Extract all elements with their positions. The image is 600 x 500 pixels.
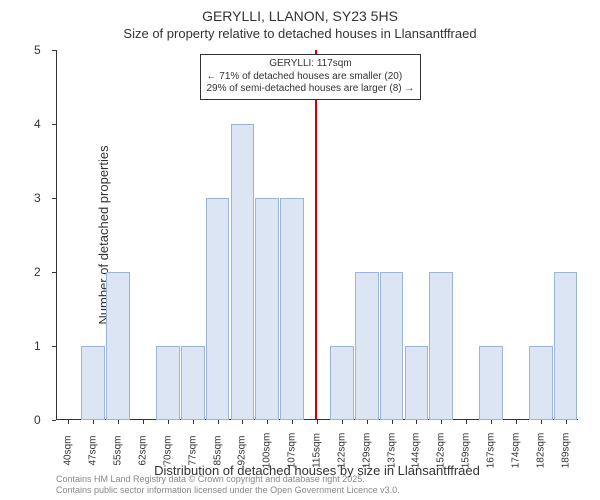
x-tick-label: 70sqm xyxy=(162,435,173,465)
x-tick-mark xyxy=(516,420,517,424)
marker-line xyxy=(315,50,317,420)
x-tick-label: 47sqm xyxy=(88,435,99,465)
x-tick-label: 100sqm xyxy=(262,433,273,469)
x-tick-label: 62sqm xyxy=(138,435,149,465)
annotation-line: ← 71% of detached houses are smaller (20… xyxy=(207,71,415,84)
x-tick-mark xyxy=(267,420,268,424)
x-tick-label: 137sqm xyxy=(386,433,397,469)
bar xyxy=(280,198,304,420)
footer-line-2: Contains public sector information licen… xyxy=(56,485,400,496)
x-tick-mark xyxy=(441,420,442,424)
y-tick-mark xyxy=(52,272,56,273)
annotation-line: GERYLLI: 117sqm xyxy=(207,58,415,71)
x-tick-label: 122sqm xyxy=(336,433,347,469)
x-tick-mark xyxy=(566,420,567,424)
x-tick-label: 159sqm xyxy=(461,433,472,469)
x-tick-mark xyxy=(242,420,243,424)
x-tick-mark xyxy=(143,420,144,424)
bar xyxy=(106,272,130,420)
bar xyxy=(206,198,230,420)
x-tick-mark xyxy=(218,420,219,424)
x-tick-label: 85sqm xyxy=(212,435,223,465)
chart-title-sub: Size of property relative to detached ho… xyxy=(0,26,600,41)
bar xyxy=(330,346,354,420)
x-tick-mark xyxy=(292,420,293,424)
bar xyxy=(156,346,180,420)
bar xyxy=(355,272,379,420)
x-tick-label: 182sqm xyxy=(535,433,546,469)
x-tick-label: 115sqm xyxy=(312,433,323,468)
y-tick-mark xyxy=(52,420,56,421)
chart-title-block: GERYLLI, LLANON, SY23 5HS Size of proper… xyxy=(0,0,600,41)
bar xyxy=(479,346,503,420)
bar xyxy=(554,272,578,420)
y-tick-mark xyxy=(52,346,56,347)
bar xyxy=(181,346,205,420)
x-tick-label: 40sqm xyxy=(63,435,74,465)
x-tick-mark xyxy=(193,420,194,424)
x-tick-mark xyxy=(541,420,542,424)
y-tick-label: 4 xyxy=(34,117,41,131)
y-tick-label: 3 xyxy=(34,191,41,205)
x-tick-mark xyxy=(367,420,368,424)
bar xyxy=(380,272,404,420)
footer-attribution: Contains HM Land Registry data © Crown c… xyxy=(56,474,400,497)
y-tick-mark xyxy=(52,50,56,51)
x-tick-mark xyxy=(118,420,119,424)
y-tick-label: 1 xyxy=(34,339,41,353)
x-tick-mark xyxy=(466,420,467,424)
x-tick-mark xyxy=(416,420,417,424)
x-tick-label: 55sqm xyxy=(113,435,124,465)
bar xyxy=(255,198,279,420)
x-tick-label: 144sqm xyxy=(411,433,422,469)
x-tick-mark xyxy=(392,420,393,424)
plot-region: 01234540sqm47sqm55sqm62sqm70sqm77sqm85sq… xyxy=(56,50,578,420)
x-tick-label: 189sqm xyxy=(560,433,571,469)
x-tick-mark xyxy=(68,420,69,424)
chart-title-main: GERYLLI, LLANON, SY23 5HS xyxy=(0,8,600,24)
x-tick-label: 92sqm xyxy=(237,435,248,465)
x-tick-label: 77sqm xyxy=(187,435,198,465)
bar xyxy=(81,346,105,420)
y-tick-mark xyxy=(52,198,56,199)
x-tick-mark xyxy=(93,420,94,424)
bar xyxy=(429,272,453,420)
chart-area: Number of detached properties Distributi… xyxy=(56,50,578,420)
x-tick-mark xyxy=(342,420,343,424)
x-tick-label: 129sqm xyxy=(361,433,372,469)
footer-line-1: Contains HM Land Registry data © Crown c… xyxy=(56,474,400,485)
annotation-line: 29% of semi-detached houses are larger (… xyxy=(207,83,415,96)
x-tick-label: 152sqm xyxy=(436,433,447,469)
bar xyxy=(529,346,553,420)
x-tick-mark xyxy=(317,420,318,424)
bar xyxy=(405,346,429,420)
x-tick-label: 167sqm xyxy=(486,433,497,469)
bar xyxy=(231,124,255,420)
annotation-box: GERYLLI: 117sqm← 71% of detached houses … xyxy=(200,54,422,100)
y-tick-label: 5 xyxy=(34,43,41,57)
y-tick-label: 2 xyxy=(34,265,41,279)
x-tick-mark xyxy=(491,420,492,424)
x-tick-label: 174sqm xyxy=(510,433,521,469)
x-tick-label: 107sqm xyxy=(287,433,298,469)
y-tick-label: 0 xyxy=(34,413,41,427)
x-tick-mark xyxy=(168,420,169,424)
y-tick-mark xyxy=(52,124,56,125)
